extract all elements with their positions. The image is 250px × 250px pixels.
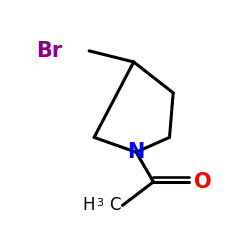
Text: O: O <box>194 172 212 192</box>
Text: N: N <box>128 142 145 162</box>
Text: 3: 3 <box>96 198 103 208</box>
Text: H: H <box>83 196 95 214</box>
Text: Br: Br <box>36 41 63 61</box>
Text: C: C <box>109 196 120 214</box>
